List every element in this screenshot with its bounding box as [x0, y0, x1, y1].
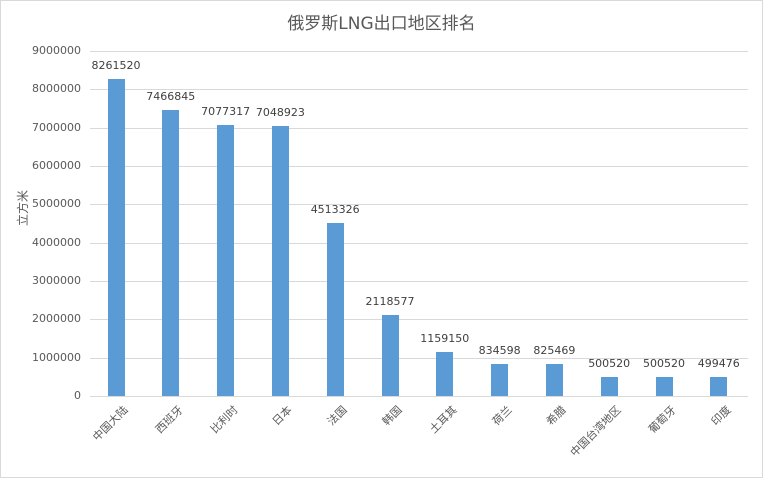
gridline [90, 204, 748, 206]
gridline [90, 166, 748, 167]
bar [326, 222, 344, 396]
bar [545, 364, 563, 396]
gridline [90, 89, 748, 91]
data-label: 7077317 [201, 104, 251, 118]
y-tick-label: 4000000 [32, 235, 81, 249]
data-label: 825469 [533, 344, 576, 358]
data-label: 4513326 [310, 202, 360, 216]
bar [491, 364, 509, 396]
bar [107, 79, 125, 396]
bar [655, 376, 673, 396]
gridline [90, 51, 748, 52]
data-label: 8261520 [91, 59, 141, 73]
gridline [90, 396, 748, 397]
gridline [90, 281, 748, 282]
chart-title: 俄罗斯LNG出口地区排名 [287, 14, 476, 34]
y-tick-label: 0 [74, 389, 81, 402]
bar [271, 125, 289, 396]
gridline [90, 357, 748, 359]
data-label: 7048923 [255, 105, 305, 119]
y-tick-label: 1000000 [32, 350, 81, 364]
data-label: 499476 [697, 356, 740, 370]
gridline [90, 319, 748, 321]
y-tick-label: 7000000 [32, 120, 81, 134]
bar [710, 376, 728, 396]
bar [436, 351, 454, 396]
y-tick-label: 9000000 [32, 44, 81, 57]
y-tick-label: 6000000 [32, 159, 81, 172]
bar [600, 376, 618, 396]
y-tick-label: 2000000 [32, 312, 81, 326]
data-label: 500520 [643, 356, 685, 370]
gridline [90, 127, 748, 129]
data-label: 2118577 [365, 294, 415, 308]
data-label: 500520 [588, 356, 631, 370]
bar [217, 124, 235, 396]
y-tick-label: 5000000 [32, 197, 81, 211]
bar [381, 314, 399, 396]
y-tick-label: 8000000 [32, 82, 81, 96]
data-label: 1159150 [420, 331, 470, 345]
gridline [90, 242, 748, 244]
data-label: 7466845 [146, 89, 196, 103]
bar [162, 109, 180, 396]
data-label: 834598 [478, 344, 521, 357]
y-tick-label: 3000000 [32, 274, 81, 287]
